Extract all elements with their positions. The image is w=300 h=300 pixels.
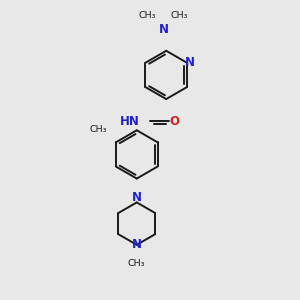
Text: CH₃: CH₃ bbox=[89, 125, 107, 134]
Text: N: N bbox=[184, 56, 194, 69]
Text: CH₃: CH₃ bbox=[170, 11, 188, 20]
Text: N: N bbox=[132, 191, 142, 204]
Text: CH₃: CH₃ bbox=[128, 260, 146, 268]
Text: CH₃: CH₃ bbox=[138, 11, 155, 20]
Text: O: O bbox=[169, 115, 179, 128]
Text: N: N bbox=[159, 23, 169, 36]
Text: N: N bbox=[132, 238, 142, 251]
Text: HN: HN bbox=[120, 115, 140, 128]
